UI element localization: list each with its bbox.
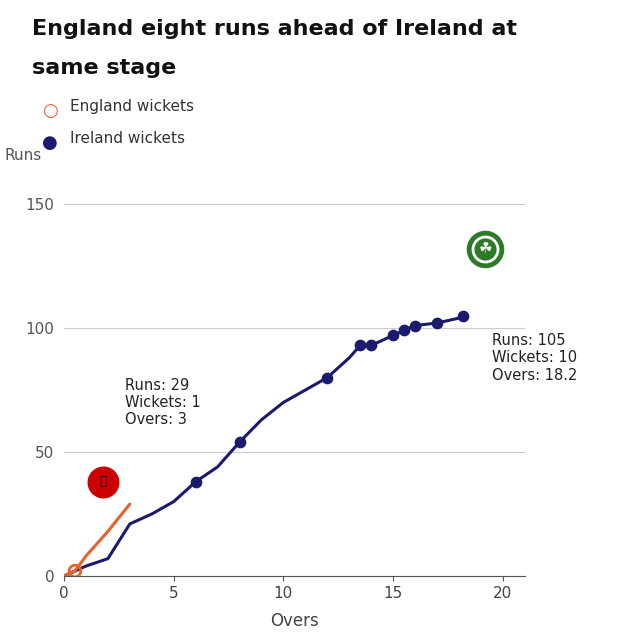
Text: ○: ○	[42, 102, 58, 120]
Point	[234, 437, 244, 447]
Point	[70, 566, 80, 576]
Point	[366, 340, 376, 351]
Text: Runs: 29
Wickets: 1
Overs: 3: Runs: 29 Wickets: 1 Overs: 3	[125, 378, 201, 428]
Text: same stage: same stage	[32, 58, 176, 77]
Text: England eight runs ahead of Ireland at: England eight runs ahead of Ireland at	[32, 19, 517, 39]
Point	[458, 310, 468, 321]
Point	[399, 325, 409, 335]
Text: England wickets: England wickets	[70, 99, 195, 114]
Point	[322, 372, 332, 383]
X-axis label: Overs: Overs	[270, 612, 319, 630]
Text: 👑: 👑	[100, 476, 108, 488]
Text: Ireland wickets: Ireland wickets	[70, 131, 186, 146]
Point	[355, 340, 365, 351]
Point	[432, 318, 442, 328]
Text: Runs: 105
Wickets: 10
Overs: 18.2: Runs: 105 Wickets: 10 Overs: 18.2	[492, 333, 577, 383]
Text: ☘: ☘	[479, 241, 492, 256]
Text: Runs: Runs	[4, 148, 42, 163]
Point	[388, 330, 398, 340]
Text: ●: ●	[42, 134, 58, 152]
Point	[191, 477, 201, 487]
Point	[410, 321, 420, 331]
